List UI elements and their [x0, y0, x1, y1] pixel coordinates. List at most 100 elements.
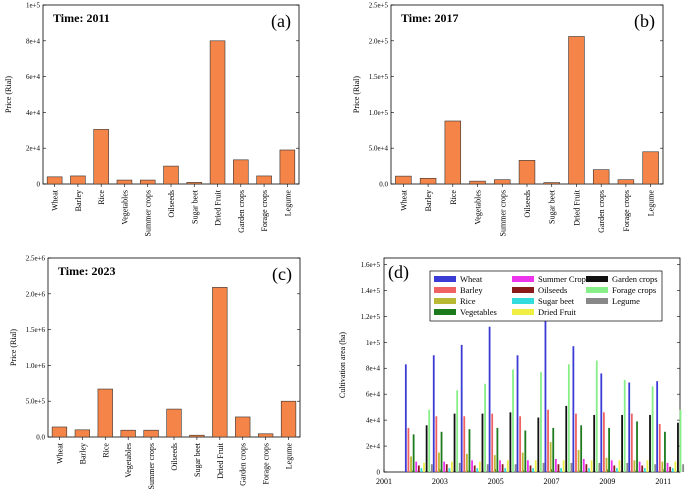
- bar-legume: [654, 464, 657, 472]
- legend-swatch: [586, 298, 608, 304]
- bar-rice: [521, 452, 524, 472]
- bar-dried-fruit: [590, 460, 593, 472]
- x-tick-label: Dried Fruit: [214, 189, 223, 226]
- bar-barley: [602, 412, 605, 472]
- bar-barley: [407, 427, 410, 472]
- legend-label: Summer Crops: [538, 274, 589, 284]
- x-tick-label: Wheat: [55, 442, 64, 464]
- legend-label: Forage crops: [612, 285, 656, 295]
- legend-label: Oilseeds: [538, 285, 567, 295]
- bar-oilseeds: [585, 464, 588, 472]
- bar-summer-crops: [582, 459, 585, 472]
- bar-sugar-beet: [543, 182, 560, 185]
- x-tick-label: Dried Fruit: [216, 442, 225, 479]
- bar-garden-crops: [233, 159, 249, 185]
- bar-garden-crops: [481, 413, 484, 472]
- panel-label: (d): [388, 262, 409, 283]
- bar-legume: [514, 464, 517, 472]
- bar-barley: [519, 416, 522, 472]
- legend-swatch: [512, 287, 534, 293]
- bar-rice: [549, 442, 552, 472]
- y-tick-label: 4e+4: [366, 417, 381, 425]
- bar-wheat: [516, 355, 519, 472]
- x-tick-label: Sugar beet: [193, 442, 202, 477]
- y-tick-label: 8e+4: [26, 37, 41, 45]
- bar-sugar-beet: [532, 468, 535, 472]
- bar-summer-crops: [471, 460, 473, 472]
- bar-oilseeds: [641, 465, 644, 472]
- bar-dried-fruit: [568, 36, 585, 185]
- panel-a: 0 2e+4 4e+4 6e+4 8e+4 1e+5 Wheat Barley Rice Vege…: [4, 2, 300, 236]
- bar-rice: [605, 457, 608, 472]
- bar-legume: [458, 462, 461, 472]
- bar-rice: [577, 449, 580, 472]
- legend-swatch: [434, 287, 456, 293]
- bar-rice: [410, 456, 412, 472]
- legend-swatch: [586, 287, 608, 293]
- bar-forage-crops: [540, 372, 542, 472]
- bar-forage-crops: [679, 409, 682, 472]
- y-tick-label: 0.0: [379, 181, 388, 189]
- panel-label: (a): [271, 11, 291, 32]
- bar-sugar-beet: [560, 468, 562, 472]
- y-tick-label: 1.5e+6: [26, 326, 46, 334]
- bar-dried-fruit: [618, 460, 621, 472]
- legend-label: Legume: [612, 296, 640, 306]
- panel-d: 0 2e+4 4e+4 6e+4 8e+4 1e+5 1.2e+5 1.4e+5 1.6e+5 2…: [338, 257, 685, 486]
- chart-title: Time: 2011: [53, 11, 110, 25]
- legend-swatch: [512, 276, 534, 282]
- bar-wheat: [460, 344, 463, 472]
- x-tick-label: 2005: [488, 477, 504, 486]
- legend-swatch: [434, 298, 456, 304]
- bar-oilseeds: [613, 465, 616, 472]
- x-tick-label: Sugar beet: [548, 189, 557, 224]
- y-axis-label: Price (Rial): [4, 76, 13, 113]
- x-tick-label: Barley: [74, 190, 83, 211]
- bar-summer-crops: [527, 460, 529, 472]
- y-tick-label: 1.0e+6: [26, 362, 46, 370]
- legend-swatch: [512, 309, 534, 315]
- bar-wheat: [628, 382, 631, 472]
- bar-vegetables: [116, 179, 133, 185]
- y-tick-label: 1.6e+5: [361, 261, 381, 269]
- bar-summer-crops: [494, 179, 511, 185]
- bar-forage-crops: [256, 175, 272, 185]
- y-axis-label: Price (Rial): [352, 76, 361, 113]
- bar-sugar-beet: [189, 434, 205, 438]
- bar-wheat: [656, 381, 659, 472]
- bar-garden-crops: [621, 414, 623, 472]
- bar-sugar-beet: [186, 182, 203, 185]
- bar-dried-fruit: [646, 460, 649, 472]
- y-tick-label: 2.0e+6: [26, 290, 46, 298]
- x-tick-label: Legume: [647, 190, 656, 217]
- bar-garden-crops: [593, 414, 596, 472]
- bar-vegetables: [664, 431, 666, 472]
- x-tick-label: 2003: [432, 477, 448, 486]
- x-tick-label: 2009: [599, 477, 615, 486]
- legend-label: Garden crops: [612, 274, 658, 284]
- bar-barley: [630, 413, 633, 472]
- bar-dried-fruit: [478, 461, 481, 472]
- y-tick-label: 2.5e+5: [369, 2, 389, 10]
- bar-wheat: [395, 175, 412, 185]
- bar-legume: [542, 462, 545, 472]
- bar-vegetables: [469, 180, 486, 185]
- bar-sugar-beet: [671, 468, 674, 472]
- y-tick-label: 8e+4: [366, 365, 381, 373]
- x-tick-label: Barley: [424, 190, 433, 211]
- x-tick-label: 2001: [376, 477, 392, 486]
- bar-dried-fruit: [534, 460, 537, 472]
- y-tick-label: 2.5e+6: [26, 255, 46, 263]
- bar-oilseeds: [518, 160, 536, 185]
- bar-sugar-beet: [504, 468, 507, 472]
- bar-forage-crops: [623, 379, 626, 472]
- bar-sugar-beet: [615, 468, 618, 472]
- bar-garden-crops: [565, 405, 568, 472]
- bar-vegetables: [608, 427, 610, 472]
- bar-barley: [491, 413, 494, 472]
- x-tick-label: Oilseeds: [170, 443, 179, 471]
- bar-wheat: [46, 176, 63, 185]
- bar-summer-crops: [666, 462, 669, 472]
- bar-wheat: [51, 426, 68, 438]
- y-tick-label: 5.0e+5: [26, 398, 46, 406]
